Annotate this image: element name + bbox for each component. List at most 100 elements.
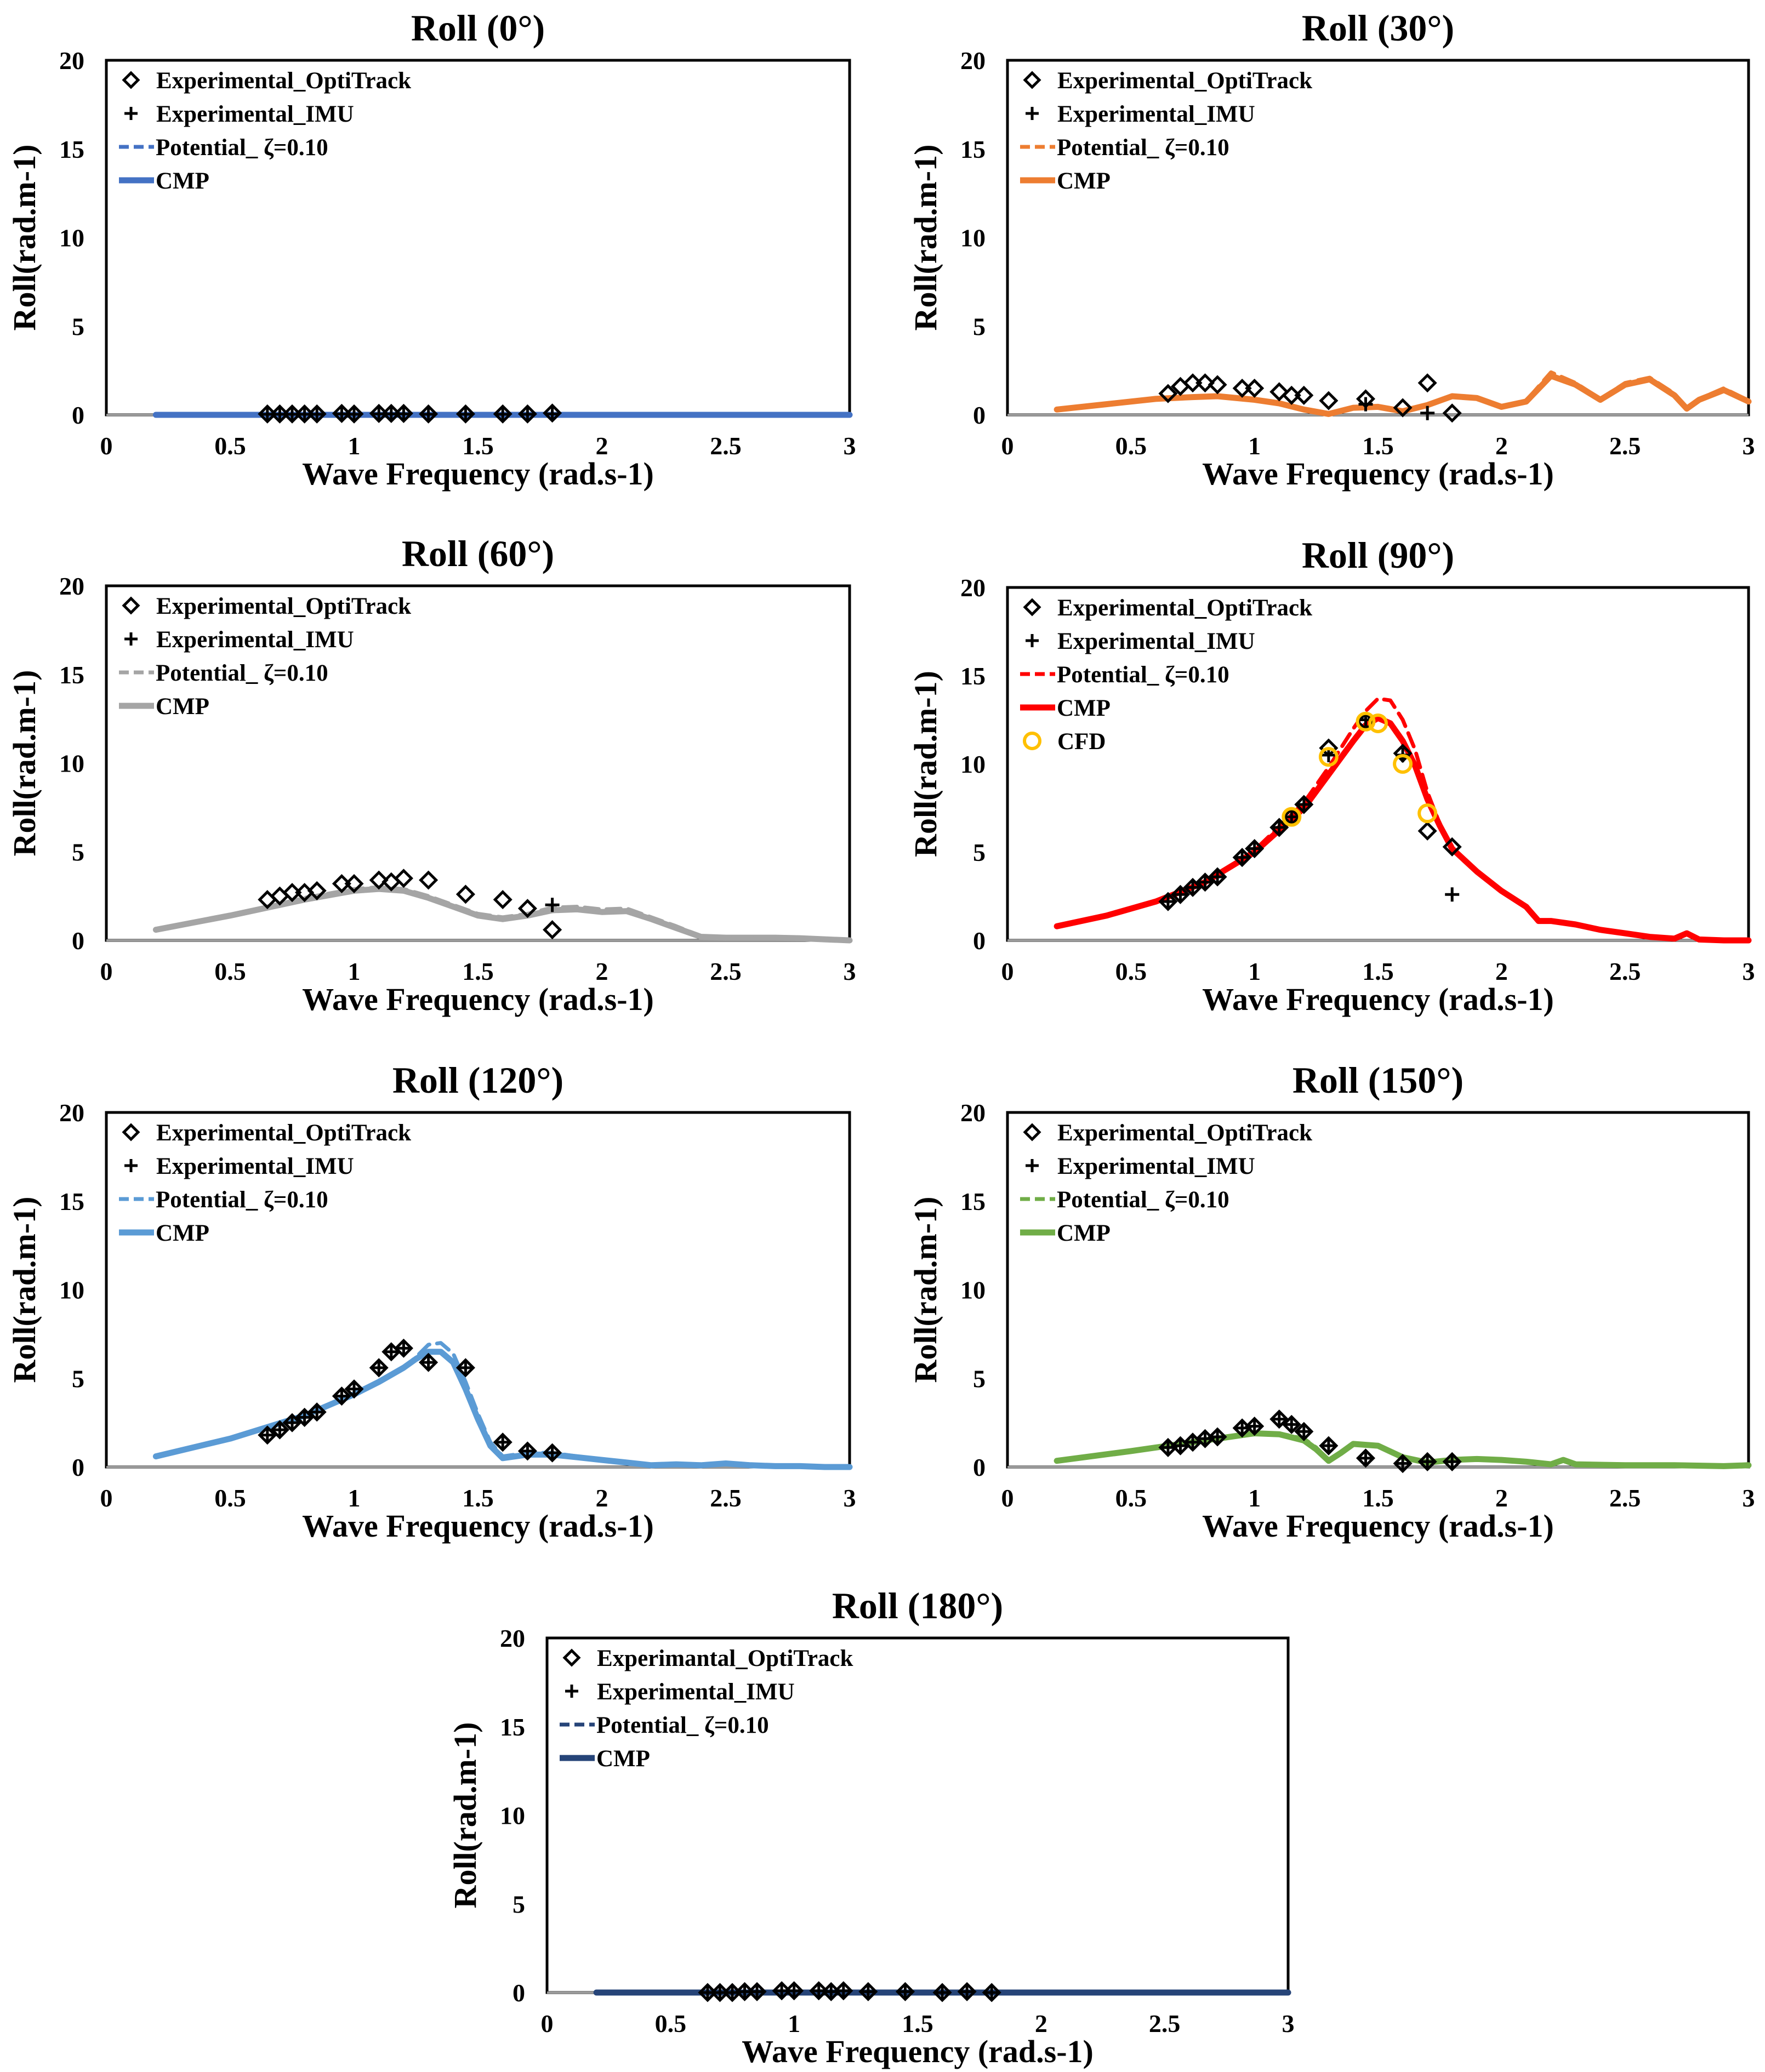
legend-label: CFD — [1057, 729, 1106, 755]
chart-title: Roll (90°) — [1302, 534, 1454, 576]
x-axis-label: Wave Frequency (rad.s-1) — [302, 456, 654, 492]
plus-marker — [737, 1984, 752, 1999]
diamond-marker — [258, 1425, 277, 1445]
plus-marker — [1420, 1454, 1435, 1469]
plus-marker — [520, 407, 535, 422]
legend-label: Experimental_IMU — [156, 1154, 354, 1179]
legend: Experimental_OptiTrack Experimental_IMU Po… — [1020, 1120, 1312, 1246]
plus-marker — [1247, 1419, 1262, 1434]
y-tick-label: 0 — [72, 927, 84, 955]
y-tick-label: 0 — [513, 1979, 525, 2007]
diamond-marker — [517, 1441, 537, 1461]
y-tick-label: 0 — [973, 927, 986, 955]
diamond-marker — [1393, 398, 1413, 418]
potential-line — [1055, 1431, 1751, 1468]
diamond-marker — [1319, 391, 1339, 410]
legend-label: Potential_ ζ=0.10 — [1057, 1187, 1229, 1213]
diamond-marker — [493, 404, 513, 424]
plus-marker — [1396, 1456, 1410, 1471]
x-tick-label: 3 — [1282, 2010, 1295, 2037]
diamond-marker — [1183, 877, 1203, 897]
x-tick-label: 0 — [1001, 957, 1014, 985]
diamond-marker — [1208, 867, 1227, 887]
plus-marker — [1272, 820, 1286, 835]
plus-marker — [260, 1428, 275, 1442]
plus-marker — [310, 407, 324, 422]
x-axis-label: Wave Frequency (rad.s-1) — [1202, 981, 1554, 1017]
circle-marker — [1282, 807, 1302, 827]
x-tick-label: 2.5 — [1609, 432, 1641, 460]
legend-item: CMP — [1020, 168, 1111, 194]
plus-marker — [384, 407, 398, 421]
circle-marker — [1356, 711, 1376, 732]
potential-line — [153, 885, 852, 943]
diamond-marker — [332, 1386, 351, 1406]
diamond-marker — [517, 899, 537, 918]
y-tick-label: 20 — [960, 574, 986, 602]
series-plus — [260, 407, 560, 422]
diamond-marker — [1417, 821, 1437, 841]
legend-diamond-icon — [562, 1648, 581, 1667]
plus-marker — [935, 1985, 950, 2000]
x-tick-label: 3 — [1743, 1484, 1755, 1512]
plus-marker — [310, 1405, 324, 1419]
legend-label: Experimental_IMU — [1057, 629, 1255, 654]
diamond-marker — [1195, 872, 1215, 892]
series-plus — [1160, 1412, 1460, 1471]
plus-marker — [1247, 841, 1262, 856]
legend-item: CMP — [119, 694, 209, 720]
x-tick-label: 0.5 — [655, 2010, 687, 2037]
x-tick-label: 0 — [1001, 432, 1014, 460]
series-plus — [260, 1341, 560, 1460]
legend-label: Experimental_IMU — [1057, 101, 1255, 127]
series-dashed — [153, 885, 852, 943]
x-tick-label: 1.5 — [462, 957, 494, 985]
plus-marker — [458, 407, 473, 422]
plus-marker — [396, 1341, 411, 1356]
x-tick-label: 0 — [100, 957, 113, 985]
legend-item: Potential_ ζ=0.10 — [1020, 135, 1229, 161]
legend-label: Experimental_IMU — [156, 627, 354, 653]
x-tick-label: 0.5 — [1115, 1484, 1147, 1512]
y-tick-label: 10 — [960, 750, 986, 778]
x-tick-label: 3 — [1743, 432, 1755, 460]
diamond-marker — [394, 403, 413, 423]
diamond-marker — [282, 404, 302, 424]
diamond-marker — [295, 404, 315, 424]
legend-plus-icon — [124, 1159, 138, 1172]
legend-label: Experimental_OptiTrack — [1057, 1120, 1312, 1146]
legend-label: CMP — [1057, 168, 1111, 194]
legend-diamond-icon — [122, 1123, 140, 1141]
plot-area — [1006, 1111, 1750, 1469]
series-plus — [1358, 397, 1435, 420]
plus-marker — [725, 1985, 739, 2000]
diamond-marker — [1245, 1417, 1265, 1436]
diamond-marker — [332, 874, 351, 894]
diamond-marker — [344, 404, 364, 424]
diamond-marker — [747, 1982, 767, 2001]
diamond-marker — [710, 1983, 730, 2002]
chart-panel-6: Roll (150°) 0 5 10 15 20 0 0.5 1 1.5 2 2.5 3 Wave Fre… — [908, 1059, 1755, 1544]
x-tick-label: 2.5 — [1149, 2010, 1181, 2037]
x-axis-label: Wave Frequency (rad.s-1) — [302, 1508, 654, 1544]
diamond-marker — [419, 870, 439, 890]
x-tick-label: 1 — [348, 432, 361, 460]
legend-plus-icon — [1026, 107, 1039, 120]
legend-item: Experimental_IMU — [1026, 629, 1255, 654]
x-tick-label: 1 — [1248, 432, 1261, 460]
x-tick-label: 2 — [1495, 432, 1508, 460]
y-tick-label: 0 — [72, 1453, 84, 1481]
x-tick-label: 1 — [1248, 1484, 1261, 1512]
legend-item: Experimantal_OptiTrack — [562, 1646, 853, 1671]
diamond-marker — [1232, 378, 1252, 398]
diamond-marker — [932, 1983, 952, 2002]
series-diamond — [698, 1981, 1001, 2002]
plus-marker — [1198, 875, 1212, 889]
plus-marker — [334, 1389, 349, 1403]
plus-marker — [1160, 1440, 1175, 1455]
y-tick-label: 10 — [960, 1276, 986, 1304]
y-axis-label: Roll(rad.m-1) — [908, 1197, 943, 1383]
legend-label: Potential_ ζ=0.10 — [156, 660, 328, 686]
plus-marker — [347, 1382, 361, 1396]
diamond-marker — [1442, 403, 1462, 423]
